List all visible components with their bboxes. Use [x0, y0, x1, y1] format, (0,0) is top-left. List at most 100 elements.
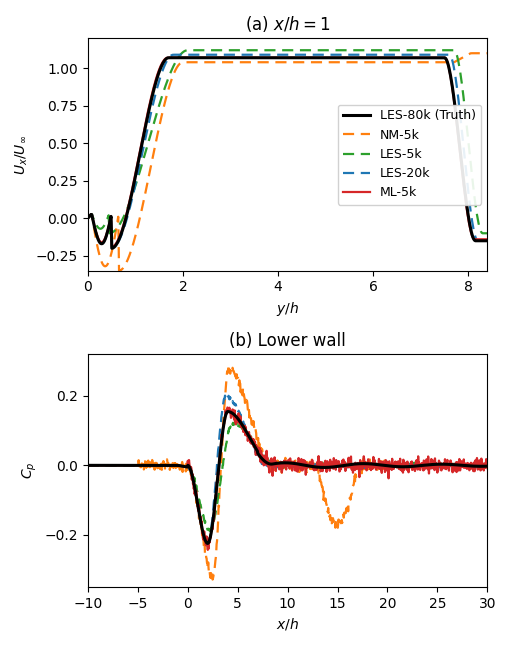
LES-20k [413, 51, 419, 59]
LES-5k [125, 461, 131, 469]
LES-80k (Truth) [359, 460, 365, 468]
ML-5k [247, 435, 253, 443]
X-axis label: $x/h$: $x/h$ [275, 616, 299, 632]
X-axis label: $y/h$: $y/h$ [275, 300, 299, 318]
NM-5k [412, 58, 418, 66]
LES-5k [359, 460, 365, 468]
Line: LES-5k: LES-5k [88, 422, 487, 531]
LES-80k (Truth) [302, 54, 308, 61]
LES-80k (Truth) [247, 435, 253, 443]
LES-80k (Truth) [275, 54, 281, 61]
NM-5k [84, 461, 91, 469]
Line: ML-5k: ML-5k [88, 57, 487, 247]
LES-20k [84, 461, 91, 469]
LES-80k (Truth) [484, 463, 490, 470]
ML-5k [204, 546, 210, 554]
Legend: LES-80k (Truth), NM-5k, LES-5k, LES-20k, ML-5k: LES-80k (Truth), NM-5k, LES-5k, LES-20k,… [337, 105, 480, 205]
LES-80k (Truth) [204, 539, 210, 547]
Line: LES-80k (Truth): LES-80k (Truth) [88, 412, 487, 543]
Line: NM-5k: NM-5k [88, 53, 487, 271]
LES-80k (Truth) [324, 54, 330, 61]
ML-5k [475, 235, 482, 243]
ML-5k [302, 54, 308, 61]
NM-5k [397, 461, 403, 469]
Y-axis label: $C_p$: $C_p$ [21, 462, 39, 479]
LES-20k [302, 51, 308, 59]
LES-80k (Truth) [484, 237, 490, 245]
NM-5k [275, 58, 281, 66]
ML-5k [164, 54, 171, 61]
LES-5k [397, 459, 403, 467]
Title: (a) $x/h = 1$: (a) $x/h = 1$ [244, 14, 330, 34]
NM-5k [301, 58, 307, 66]
LES-20k [275, 51, 281, 59]
ML-5k [484, 235, 490, 243]
NM-5k [323, 58, 329, 66]
Line: LES-20k: LES-20k [88, 55, 487, 248]
LES-20k [125, 461, 131, 469]
LES-5k [84, 461, 91, 469]
ML-5k [84, 461, 91, 469]
LES-5k [474, 220, 480, 227]
LES-5k [479, 229, 486, 237]
LES-5k [229, 419, 235, 426]
LES-80k (Truth) [278, 54, 284, 61]
LES-80k (Truth) [261, 457, 267, 465]
Line: LES-5k: LES-5k [88, 50, 487, 233]
LES-20k [261, 460, 267, 468]
LES-80k (Truth) [84, 461, 91, 469]
ML-5k [278, 54, 284, 61]
LES-20k [278, 51, 284, 59]
LES-5k [301, 47, 307, 54]
NM-5k [247, 409, 253, 417]
Y-axis label: $U_x/U_\infty$: $U_x/U_\infty$ [14, 134, 30, 174]
ML-5k [484, 464, 490, 472]
LES-80k (Truth) [413, 54, 419, 61]
LES-5k [484, 463, 490, 470]
NM-5k [277, 58, 284, 66]
Title: (b) Lower wall: (b) Lower wall [229, 332, 345, 350]
NM-5k [359, 462, 365, 470]
LES-5k [484, 229, 490, 237]
LES-20k [324, 51, 330, 59]
LES-5k [275, 47, 281, 54]
LES-80k (Truth) [475, 237, 482, 245]
ML-5k [261, 457, 267, 464]
LES-80k (Truth) [125, 461, 131, 469]
LES-80k (Truth) [404, 463, 410, 470]
NM-5k [261, 453, 267, 461]
ML-5k [324, 54, 330, 61]
NM-5k [475, 49, 482, 57]
LES-5k [412, 47, 418, 54]
NM-5k [116, 267, 122, 275]
LES-5k [206, 527, 212, 535]
LES-80k (Truth) [165, 54, 172, 61]
Line: LES-80k (Truth): LES-80k (Truth) [88, 57, 487, 248]
NM-5k [404, 461, 410, 469]
ML-5k [397, 455, 403, 463]
LES-5k [261, 452, 267, 460]
LES-20k [223, 390, 230, 398]
LES-20k [484, 237, 490, 245]
NM-5k [125, 461, 131, 469]
NM-5k [84, 214, 91, 222]
ML-5k [108, 243, 115, 251]
NM-5k [484, 461, 490, 469]
LES-80k (Truth) [397, 463, 403, 470]
LES-20k [170, 51, 176, 59]
LES-80k (Truth) [108, 244, 115, 252]
ML-5k [359, 464, 365, 472]
NM-5k [467, 49, 473, 57]
NM-5k [225, 360, 231, 368]
NM-5k [209, 576, 215, 583]
Line: NM-5k: NM-5k [88, 364, 487, 579]
LES-20k [484, 461, 490, 469]
ML-5k [413, 54, 419, 61]
Line: LES-20k: LES-20k [88, 394, 487, 545]
ML-5k [404, 458, 410, 466]
LES-20k [204, 541, 210, 548]
LES-80k (Truth) [224, 408, 231, 415]
LES-20k [108, 244, 115, 252]
LES-5k [84, 214, 91, 222]
ML-5k [84, 214, 91, 222]
